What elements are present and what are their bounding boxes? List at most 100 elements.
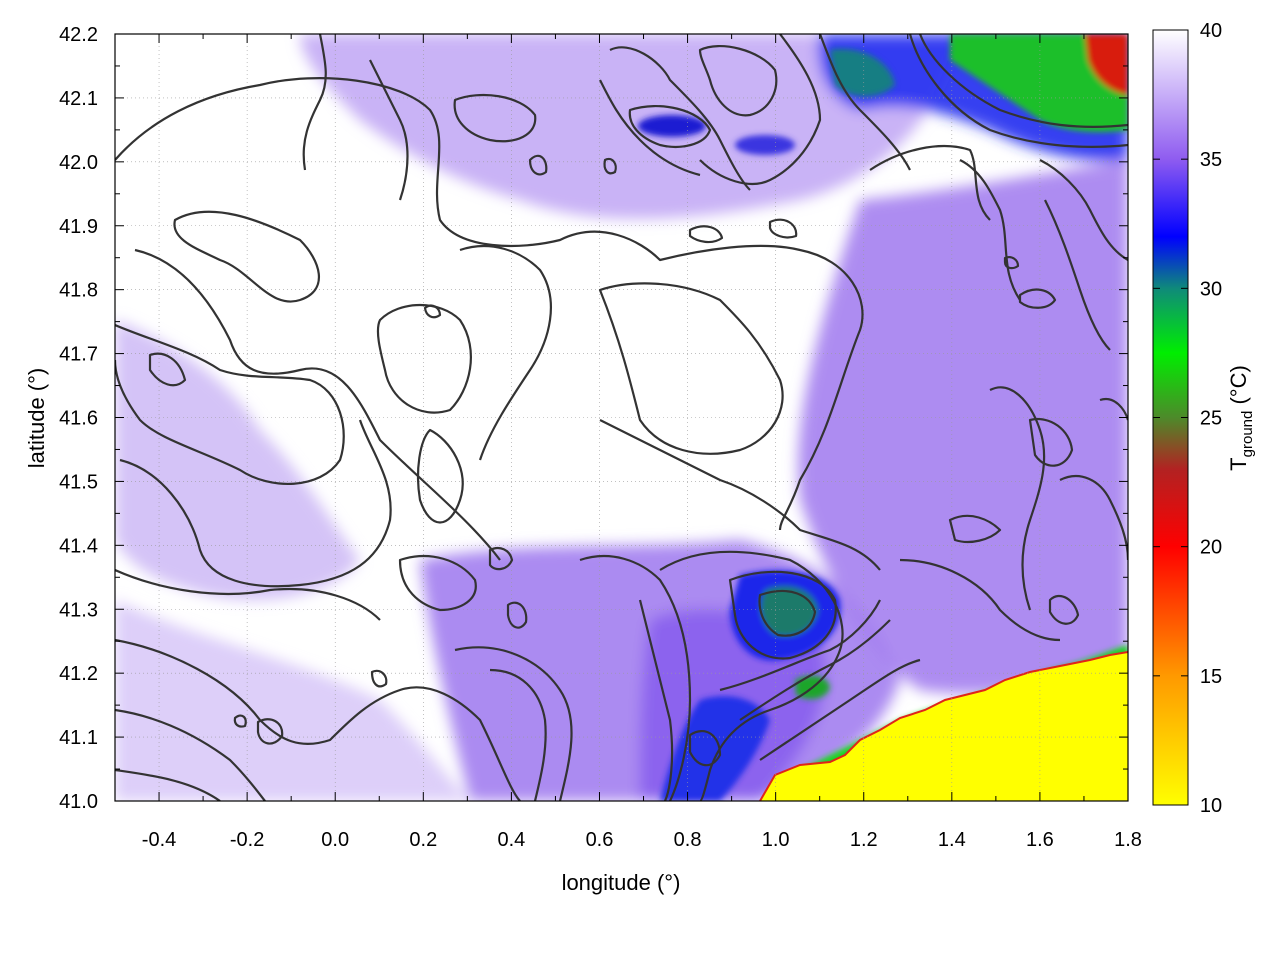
y-tick-label: 41.8	[59, 280, 98, 302]
y-tick-label: 41.7	[59, 344, 98, 366]
contour-line-61	[148, 352, 187, 387]
contour-line-18	[454, 646, 573, 801]
contour-line-47	[609, 46, 751, 191]
x-tick-label: 0.4	[497, 829, 525, 851]
x-tick-label: 0.0	[321, 829, 349, 851]
contour-line-14	[398, 555, 477, 612]
coastline-red-edge	[759, 651, 1128, 801]
colorbar-tick-label: 25	[1200, 408, 1222, 430]
y-tick-label: 41.9	[59, 216, 98, 238]
contour-line-46	[698, 45, 778, 117]
y-tick-label: 42.1	[59, 88, 98, 110]
contour-line-50	[453, 93, 537, 143]
contour-line-41	[1003, 256, 1020, 270]
contour-line-24	[758, 590, 817, 637]
x-tick-label: -0.2	[230, 829, 264, 851]
contour-line-32	[1028, 417, 1074, 467]
contour-line-13	[416, 428, 464, 524]
contour-line-22	[659, 550, 844, 801]
y-tick-label: 41.6	[59, 408, 98, 430]
region-north-lake-a	[638, 115, 706, 137]
y-tick-label: 42.2	[59, 24, 98, 46]
contour-line-45	[699, 34, 822, 185]
contour-line-16	[506, 601, 528, 629]
contour-line-44	[818, 34, 911, 171]
x-tick-label: 1.0	[762, 829, 790, 851]
colorbar-tick-label: 30	[1200, 278, 1222, 300]
contour-line-6	[115, 568, 381, 621]
y-axis: 41.0 41.1 41.2 41.3 41.4 41.5 41.6 41.7 41.8 41.9…	[59, 24, 1128, 813]
contour-line-43	[908, 34, 1128, 148]
contour-line-9	[115, 768, 221, 801]
contour-line-54	[768, 218, 798, 239]
contour-line-38	[1039, 159, 1128, 261]
x-axis: -0.4 -0.2 0.0 0.2 0.4 0.6 0.8 1.0 1.2 1.4 1.6 1.8	[114, 34, 1142, 851]
colorbar-label-main: T	[1226, 457, 1251, 470]
contour-line-49	[628, 105, 712, 148]
colorbar-tick-label: 15	[1200, 666, 1222, 688]
colorbar-tick-label: 40	[1200, 20, 1222, 42]
x-tick-label: 0.6	[586, 829, 614, 851]
y-tick-label: 41.3	[59, 599, 98, 621]
contour-line-35	[1048, 594, 1080, 625]
x-tick-label: -0.4	[142, 829, 176, 851]
contour-line-55	[302, 34, 327, 171]
x-tick-label: 1.4	[938, 829, 966, 851]
contour-line-59	[256, 718, 284, 745]
contour-line-56	[369, 59, 409, 201]
contour-line-27	[739, 619, 891, 721]
contour-line-11	[459, 245, 552, 461]
contour-line-4	[115, 323, 345, 485]
contour-line-3	[134, 248, 501, 561]
contour-line-30	[948, 514, 1002, 544]
contour-line-60	[370, 669, 388, 688]
contour-line-26	[719, 599, 881, 692]
contour-line-33	[1059, 475, 1128, 561]
region-ne-peak	[1085, 34, 1128, 95]
contour-line-57	[423, 304, 442, 319]
contour-line-53	[688, 225, 724, 244]
colorbar-tick-label: 20	[1200, 537, 1222, 559]
region-southern-basin-core	[760, 586, 818, 637]
y-tick-label: 41.2	[59, 663, 98, 685]
colorbar-tick-label: 35	[1200, 149, 1222, 171]
y-tick-label: 41.4	[59, 535, 98, 557]
y-tick-label: 41.5	[59, 471, 98, 493]
y-tick-label: 41.0	[59, 791, 98, 813]
x-axis-label: longitude (°)	[562, 870, 681, 895]
contour-line-39	[1044, 199, 1111, 351]
colorbar-ticks: 10 15 20 25 30 35 40	[1153, 20, 1222, 817]
region-north-lake-b	[735, 135, 795, 155]
region-sea	[760, 652, 1128, 801]
contour-line-15	[488, 546, 514, 571]
contour-line-8	[115, 708, 266, 801]
region-eastern-inland	[798, 160, 1128, 694]
colorbar: 10 15 20 25 30 35 40 Tground (°C)	[1152, 20, 1256, 817]
contour-line-21	[638, 599, 674, 801]
contour-line-37	[959, 159, 1021, 301]
contour-line-2	[173, 210, 320, 303]
y-tick-label: 41.1	[59, 727, 98, 749]
contour-line-1	[115, 77, 864, 531]
contour-line-28	[759, 658, 921, 761]
x-tick-label: 0.8	[674, 829, 702, 851]
x-tick-label: 1.6	[1026, 829, 1054, 851]
contour-line-58	[233, 714, 247, 728]
contour-line-20	[579, 555, 692, 801]
contour-line-31	[989, 386, 1046, 611]
colorbar-label-unit: (°C)	[1226, 365, 1251, 410]
contour-line-52	[603, 157, 617, 175]
region-north-belt	[300, 34, 960, 219]
region-ne-highland	[950, 34, 1128, 132]
elevation-contours	[115, 34, 1128, 801]
contour-line-25	[688, 730, 722, 767]
contour-line-5	[119, 419, 392, 588]
contour-line-7	[115, 638, 521, 801]
x-tick-label: 0.2	[409, 829, 437, 851]
region-south-west	[115, 600, 470, 801]
y-axis-label: latitude (°)	[24, 368, 49, 469]
contour-line-12	[598, 282, 784, 455]
colorbar-label: Tground (°C)	[1226, 365, 1256, 471]
contour-line-29	[899, 558, 1061, 642]
